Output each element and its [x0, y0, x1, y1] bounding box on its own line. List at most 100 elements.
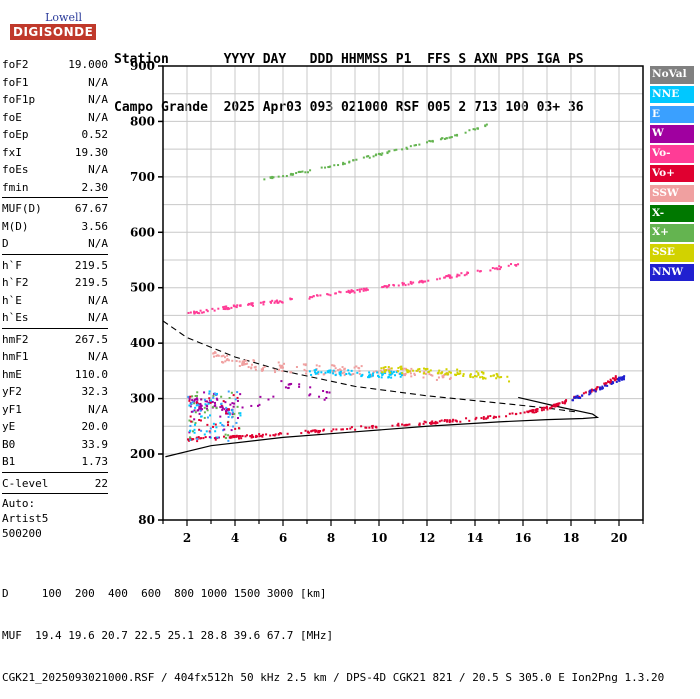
echo-point — [212, 425, 215, 428]
echo-point — [235, 306, 238, 309]
echo-point — [280, 301, 283, 304]
echo-point — [236, 396, 239, 399]
echo-point — [475, 375, 478, 378]
echo-point — [329, 369, 332, 372]
echo-point — [233, 436, 236, 439]
echo-point — [371, 426, 374, 429]
echo-point — [310, 373, 313, 376]
echo-point — [217, 354, 220, 357]
echo-point — [231, 402, 234, 405]
echo-point — [534, 409, 537, 412]
echo-point — [308, 370, 311, 373]
echo-point — [209, 431, 212, 434]
echo-point — [536, 410, 539, 413]
echo-point — [314, 371, 317, 374]
echo-point — [314, 430, 317, 433]
echo-point — [458, 274, 461, 277]
echo-point — [374, 425, 377, 428]
param-value: N/A — [88, 237, 108, 250]
echo-point — [231, 416, 234, 419]
echo-point — [277, 433, 280, 436]
echo-point — [193, 402, 196, 405]
echo-point — [437, 371, 440, 374]
echo-point — [397, 284, 400, 287]
echo-point — [292, 173, 295, 176]
echo-point — [440, 137, 443, 140]
echo-point — [489, 415, 492, 418]
echo-point — [295, 366, 298, 369]
legend-item: X- — [650, 204, 694, 223]
echo-point — [221, 423, 224, 426]
echo-point — [604, 384, 607, 387]
echo-point — [224, 433, 227, 436]
echo-point — [496, 375, 499, 378]
echo-point — [350, 426, 353, 429]
echo-point — [441, 375, 444, 378]
echo-point — [236, 399, 239, 402]
echo-point — [385, 369, 388, 372]
echo-point — [387, 376, 390, 379]
param-label: foF2 — [2, 58, 29, 71]
echo-point — [214, 438, 217, 441]
echo-point — [348, 291, 351, 294]
echo-point — [212, 355, 215, 358]
echo-point — [188, 398, 191, 401]
echo-point — [482, 417, 485, 420]
echo-point — [436, 278, 439, 281]
echo-point — [197, 404, 200, 407]
echo-point — [435, 378, 438, 381]
echo-point — [222, 435, 225, 438]
echo-point — [239, 304, 242, 307]
echo-point — [417, 368, 420, 371]
echo-point — [443, 276, 446, 279]
echo-point — [203, 391, 206, 394]
scaled-parameters-panel: foF2 19.000 foF1 N/A foF1p N/A foE N/A foEp 0.52 f… — [2, 56, 108, 541]
echo-point — [323, 398, 326, 401]
echo-point — [618, 376, 621, 379]
echo-point — [400, 367, 403, 370]
echo-point — [456, 371, 459, 374]
echo-point — [588, 393, 591, 396]
dashed-extrapolation-curve — [162, 320, 576, 413]
echo-point — [446, 275, 449, 278]
echo-point — [269, 300, 272, 303]
param-label: D — [2, 237, 9, 250]
echo-point — [345, 290, 348, 293]
echo-point — [462, 375, 465, 378]
echo-point — [397, 366, 400, 369]
echo-point — [494, 416, 497, 419]
echo-point — [535, 411, 538, 414]
echo-point — [315, 364, 318, 367]
echo-point — [231, 411, 234, 414]
echo-point — [232, 405, 235, 408]
echo-point — [362, 289, 365, 292]
echo-point — [469, 373, 472, 376]
echo-point — [261, 433, 264, 436]
x-tick-label: 16 — [515, 531, 532, 545]
echo-point — [188, 419, 191, 422]
echo-point — [386, 152, 389, 155]
echo-point — [403, 373, 406, 376]
echo-point — [245, 359, 248, 362]
echo-point — [207, 402, 210, 405]
echo-point — [401, 281, 404, 284]
echo-point — [202, 437, 205, 440]
echo-point — [284, 386, 287, 389]
echo-point — [316, 372, 319, 375]
echo-point — [307, 431, 310, 434]
echo-point — [250, 404, 253, 407]
echo-point — [582, 392, 585, 395]
y-tick-label: 400 — [130, 336, 155, 350]
echo-point — [545, 405, 548, 408]
legend-item: Vo- — [650, 145, 694, 163]
echo-point — [372, 155, 375, 158]
echo-point — [360, 365, 363, 368]
echo-point — [226, 354, 229, 357]
echo-point — [196, 312, 199, 315]
echo-point — [424, 421, 427, 424]
echo-point — [328, 369, 331, 372]
echo-point — [353, 366, 356, 369]
echo-point — [492, 416, 495, 419]
echo-point — [198, 312, 201, 315]
echo-point — [327, 293, 330, 296]
